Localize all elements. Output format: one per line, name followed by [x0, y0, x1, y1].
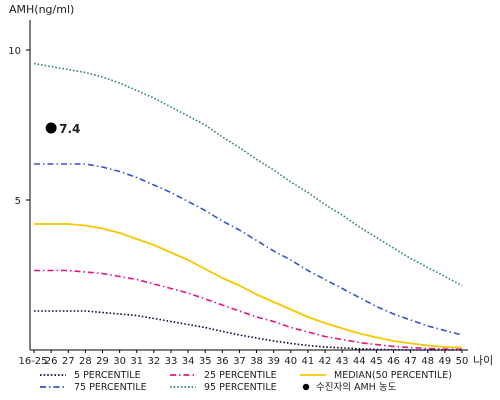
patient-amh-value-label: 7.4	[59, 122, 80, 136]
series-line-75-percentile	[34, 163, 463, 336]
x-tick-label: 43	[336, 356, 349, 367]
legend-swatch-patient	[302, 383, 310, 391]
x-tick-label: 44	[353, 356, 366, 367]
patient-amh-marker	[45, 122, 57, 134]
series-line-median-50-percentile	[34, 223, 463, 349]
marker-layer: 7.4	[45, 122, 80, 136]
x-tick-label: 42	[319, 356, 332, 367]
x-tick-label: 27	[62, 356, 75, 367]
y-axis-title: AMH(ng/ml)	[9, 3, 74, 16]
y-tick-label: 5	[15, 196, 21, 207]
x-tick-label: 36	[216, 356, 229, 367]
x-tick-label: 45	[370, 356, 383, 367]
x-tick-label: 30	[113, 356, 126, 367]
series-line-5-percentile	[34, 310, 462, 351]
x-tick-label: 50	[456, 356, 469, 367]
x-tick-label: 29	[96, 356, 109, 367]
x-tick-label: 47	[404, 356, 417, 367]
x-tick-label: 39	[267, 356, 280, 367]
x-tick-label: 31	[130, 356, 143, 367]
x-axis-title: 나이	[473, 354, 493, 367]
y-tick-label: 10	[8, 46, 21, 57]
legend-label-patient: 수진자의 AMH 농도	[316, 382, 397, 393]
series-layer	[33, 62, 463, 351]
x-tick-label: 33	[165, 356, 178, 367]
legend-label-25-percentile: 25 PERCENTILE	[204, 370, 277, 381]
legend: 5 PERCENTILE 25 PERCENTILE MEDIAN(50 PERCE…	[40, 370, 452, 393]
x-tick-label: 48	[421, 356, 434, 367]
x-tick-label: 46	[387, 356, 400, 367]
x-tick-label: 16-25	[18, 356, 47, 367]
x-tick-label: 41	[302, 356, 315, 367]
x-tick-label: 38	[250, 356, 263, 367]
legend-label-95-percentile: 95 PERCENTILE	[204, 382, 277, 393]
legend-label-median-50-percentile: MEDIAN(50 PERCENTILE)	[334, 370, 452, 381]
x-tick-label: 26	[45, 356, 58, 367]
x-tick-label: 40	[284, 356, 297, 367]
series-line-25-percentile	[34, 269, 463, 351]
legend-label-75-percentile: 75 PERCENTILE	[74, 382, 147, 393]
x-tick-label: 28	[79, 356, 92, 367]
legend-label-5-percentile: 5 PERCENTILE	[74, 370, 141, 381]
x-tick-label: 34	[182, 356, 195, 367]
x-tick-label: 49	[439, 356, 452, 367]
series-line-95-percentile	[33, 62, 463, 287]
x-tick-label: 37	[233, 356, 246, 367]
x-tick-label: 32	[147, 356, 160, 367]
x-tick-label: 35	[199, 356, 212, 367]
